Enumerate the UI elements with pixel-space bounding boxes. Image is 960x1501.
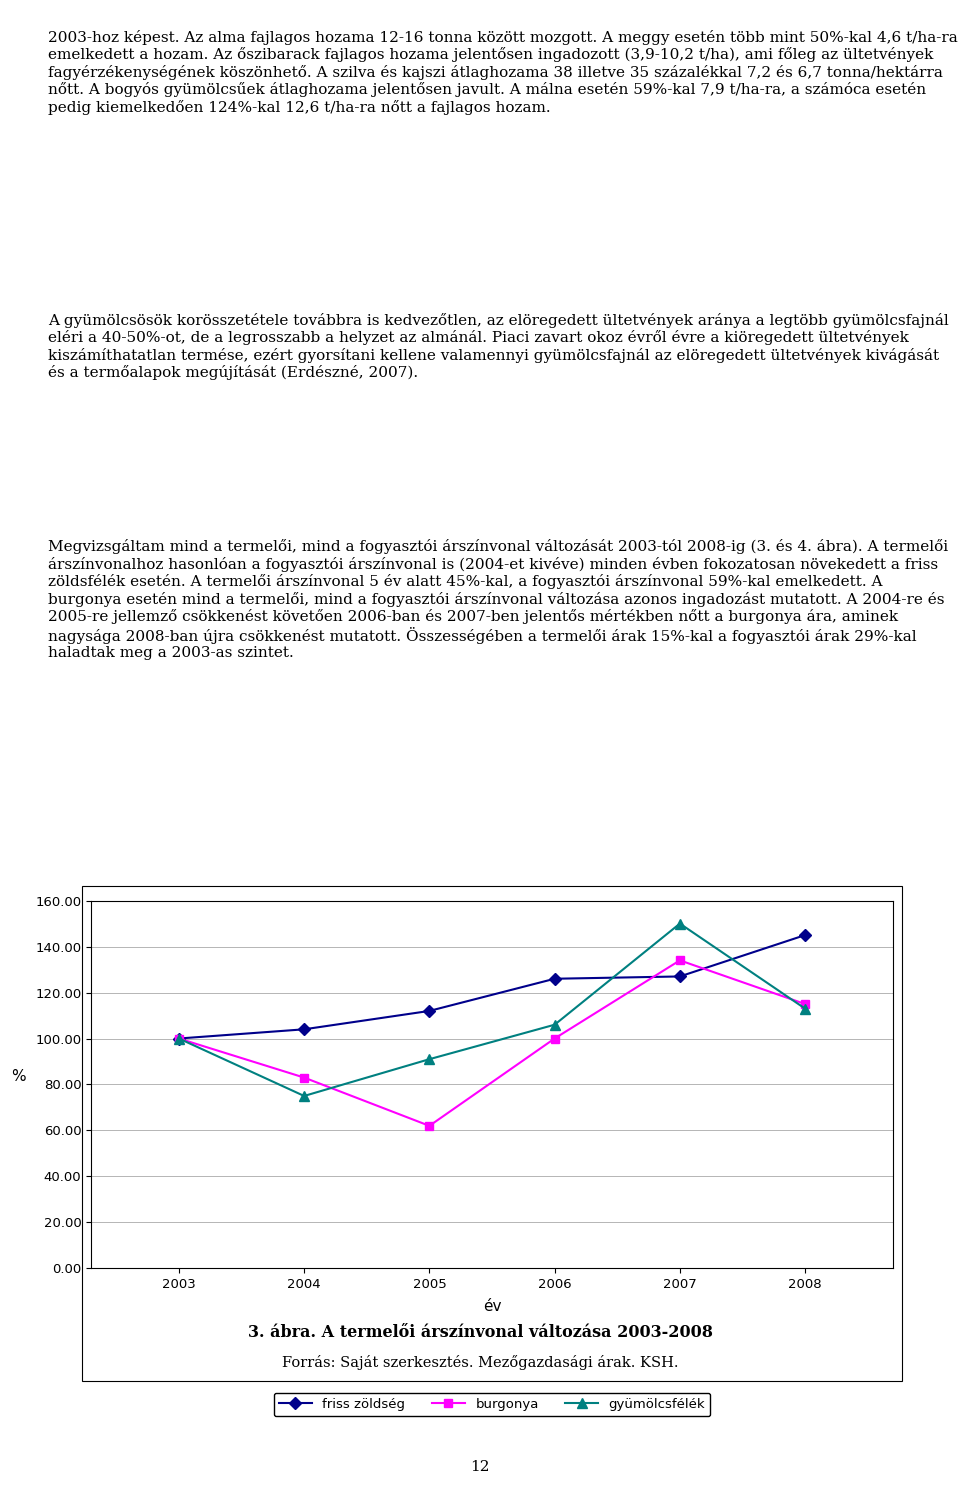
Text: Forrás: Saját szerkesztés. Mezőgazdasági árak. KSH.: Forrás: Saját szerkesztés. Mezőgazdasági… (281, 1355, 679, 1370)
X-axis label: év: év (483, 1300, 501, 1315)
Text: 2003-hoz képest. Az alma fajlagos hozama 12-16 tonna között mozgott. A meggy ese: 2003-hoz képest. Az alma fajlagos hozama… (48, 30, 958, 114)
Legend: friss zöldség, burgonya, gyümölcsfélék: friss zöldség, burgonya, gyümölcsfélék (274, 1393, 710, 1417)
Text: A gyümölcsösök korösszetétele továbbra is kedvezőtlen, az elöregedett ültetvénye: A gyümölcsösök korösszetétele továbbra i… (48, 312, 948, 380)
Text: 3. ábra. A termelői árszínvonal változása 2003-2008: 3. ábra. A termelői árszínvonal változás… (248, 1324, 712, 1340)
Y-axis label: %: % (12, 1070, 26, 1084)
Text: Megvizsgáltam mind a termelői, mind a fogyasztói árszínvonal változását 2003-tól: Megvizsgáltam mind a termelői, mind a fo… (48, 539, 948, 660)
Text: 12: 12 (470, 1460, 490, 1474)
